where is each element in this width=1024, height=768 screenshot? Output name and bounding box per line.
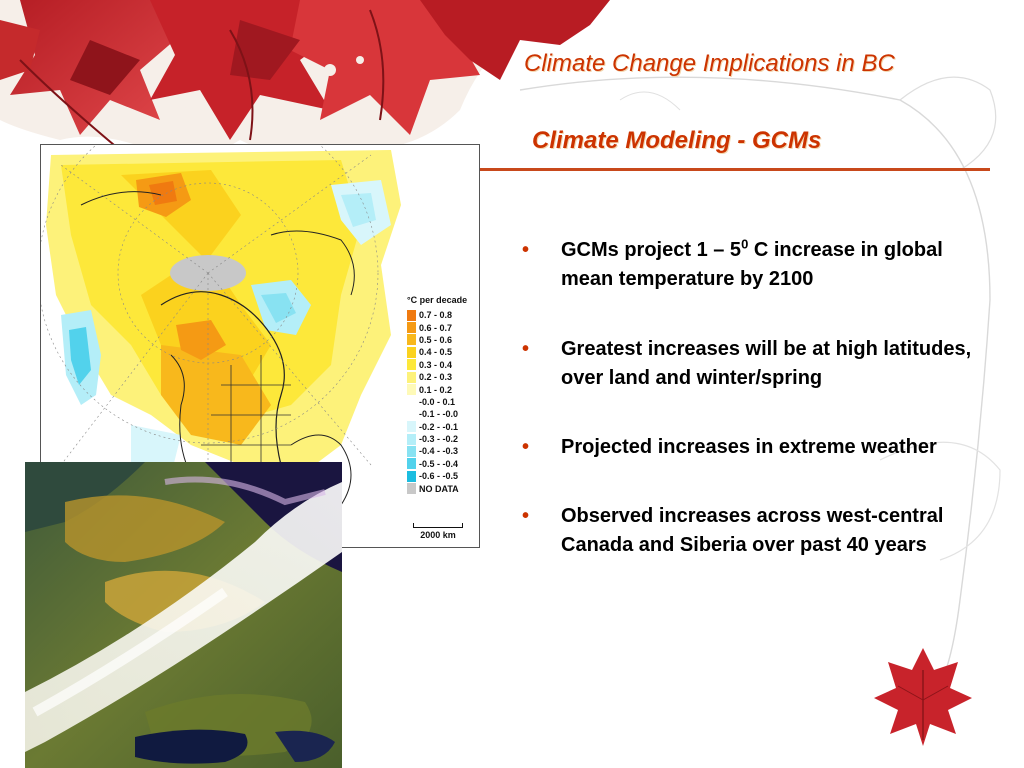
bullet-item: • GCMs project 1 – 50 C increase in globa… [522,236,992,294]
legend-entry: 0.4 - 0.5 [407,346,477,358]
legend-entry: -0.3 - -0.2 [407,433,477,445]
legend-swatch [407,458,416,470]
bullet-text: Greatest increases will be at high latit… [561,338,972,389]
bullet-text-sup: 0 [741,236,749,252]
legend-rows: 0.7 - 0.8 0.6 - 0.7 0.5 - 0.6 0.4 - 0.5 0.3 … [407,309,477,495]
legend-swatch [407,384,416,396]
legend-swatch [407,359,416,371]
legend-label: 0.7 - 0.8 [419,310,453,321]
legend-entry: -0.0 - 0.1 [407,396,477,408]
legend-swatch [407,445,416,457]
legend-entry: -0.1 - -0.0 [407,408,477,420]
scale-bar [413,523,463,528]
legend-swatch [407,409,416,420]
legend-label: -0.2 - -0.1 [419,421,459,432]
polar-projection-map [41,145,479,547]
bullet-text: Observed increases across west-central C… [561,505,944,556]
maple-leaves-decoration [0,0,620,170]
legend-label: NO DATA [419,483,459,494]
bullet-text-post: C increase in global mean temperature by… [561,239,943,290]
title-divider [480,168,990,171]
legend-title: °C per decade [407,295,468,305]
bullet-symbol: • [522,239,530,261]
legend-label: 0.5 - 0.6 [419,334,453,345]
legend-swatch [407,346,416,358]
legend-entry: -0.5 - -0.4 [407,458,477,470]
legend-entry: -0.2 - -0.1 [407,421,477,433]
legend-entry: 0.5 - 0.6 [407,334,477,346]
legend-label: -0.0 - 0.1 [419,396,456,407]
bullet-text-pre: GCMs project 1 – 5 [561,239,742,261]
small-maple-leaf [874,648,972,746]
bullet-item: • Observed increases across west-central … [522,502,992,560]
legend-label: -0.5 - -0.4 [419,458,459,469]
legend-entry: -0.4 - -0.3 [407,445,477,457]
bullet-symbol: • [522,436,530,458]
bullet-symbol: • [522,338,530,360]
legend-label: -0.3 - -0.2 [419,434,459,445]
legend-entry: NO DATA [407,482,477,495]
satellite-image [25,462,342,768]
legend-entry: 0.7 - 0.8 [407,309,477,321]
legend-label: -0.1 - -0.0 [419,409,459,420]
legend-entry: 0.2 - 0.3 [407,371,477,383]
legend-label: 0.1 - 0.2 [419,384,453,395]
legend-swatch [407,483,416,495]
legend-swatch [407,334,416,346]
slide-title: Climate Change Implications in BC [524,50,895,77]
map-legend: °C per decade 0.7 - 0.8 0.6 - 0.7 0.5 - 0.… [407,295,477,495]
legend-swatch [407,371,416,383]
legend-label: -0.4 - -0.3 [419,446,459,457]
legend-entry: -0.6 - -0.5 [407,470,477,482]
legend-swatch [407,322,416,334]
map-scale: 2000 km [413,523,463,540]
bullet-symbol: • [522,505,530,527]
slide-subtitle: Climate Modeling - GCMs [532,127,822,154]
satellite-image-graphic [25,462,342,768]
legend-label: 0.3 - 0.4 [419,359,453,370]
legend-swatch [407,470,416,482]
scale-label: 2000 km [420,530,456,540]
bullet-item: • Greatest increases will be at high lati… [522,335,992,393]
legend-swatch [407,309,416,321]
legend-swatch [407,396,416,407]
legend-entry: 0.3 - 0.4 [407,359,477,371]
legend-label: 0.6 - 0.7 [419,322,453,333]
legend-entry: 0.6 - 0.7 [407,321,477,334]
legend-swatch [407,421,416,433]
legend-swatch [407,433,416,445]
bullet-item: • Projected increases in extreme weather [522,433,992,462]
legend-label: -0.6 - -0.5 [419,471,459,482]
legend-entry: 0.1 - 0.2 [407,383,477,396]
legend-label: 0.4 - 0.5 [419,347,453,358]
legend-label: 0.2 - 0.3 [419,372,453,383]
bullet-text: Projected increases in extreme weather [561,436,937,458]
bullet-list: • GCMs project 1 – 50 C increase in globa… [522,236,992,560]
